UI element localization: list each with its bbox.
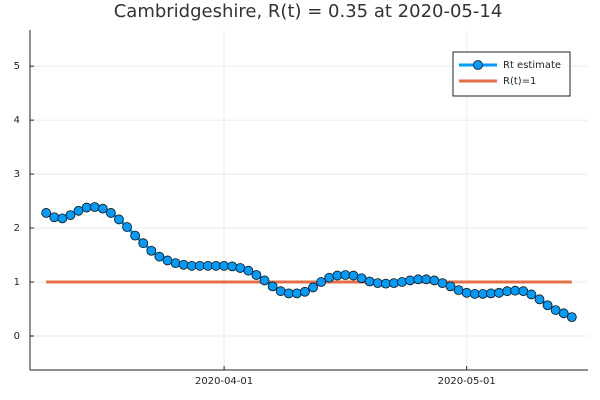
y-tick-label: 3: [14, 169, 20, 180]
series-marker: [186, 260, 197, 271]
legend-marker: [473, 60, 483, 70]
series-marker: [542, 300, 553, 311]
chart-title: Cambridgeshire, R(t) = 0.35 at 2020-05-1…: [114, 1, 503, 22]
y-tick-label: 1: [14, 277, 20, 288]
series-marker: [130, 230, 141, 241]
series-marker: [105, 208, 116, 218]
legend-label: R(t)=1: [503, 76, 536, 87]
series-marker: [267, 281, 278, 292]
series-marker: [494, 287, 504, 298]
series-marker: [219, 260, 229, 271]
series-marker: [122, 222, 132, 232]
series-marker: [73, 205, 84, 216]
y-tick-label: 0: [14, 331, 20, 342]
series-marker: [316, 277, 327, 287]
series-marker: [534, 294, 545, 305]
series-marker: [211, 260, 221, 271]
series-marker: [243, 265, 254, 276]
series-marker: [566, 312, 577, 323]
series-marker: [114, 214, 124, 225]
series-marker: [300, 286, 310, 297]
legend-box: [452, 51, 571, 97]
y-tick-label: 2: [14, 223, 20, 234]
series-marker: [380, 278, 391, 289]
y-tick-label: 4: [14, 115, 20, 126]
series-marker: [227, 261, 238, 272]
series-marker: [291, 288, 302, 299]
series-marker: [453, 285, 464, 296]
series-marker: [364, 276, 375, 287]
series-marker: [469, 289, 480, 299]
series-marker: [251, 270, 262, 280]
series-marker: [89, 202, 100, 212]
series-marker: [81, 202, 92, 213]
series-marker: [348, 270, 359, 281]
series-marker: [413, 274, 424, 285]
series-marker: [486, 288, 496, 299]
series-marker: [203, 260, 213, 271]
series-marker: [477, 289, 488, 299]
x-tick-label: 2020-05-01: [438, 376, 496, 387]
legend: Rt estimate R(t)=1: [452, 51, 571, 97]
series-marker: [178, 259, 189, 270]
series-marker: [332, 270, 343, 281]
series-marker: [65, 210, 76, 221]
y-tick-label: 5: [14, 61, 20, 72]
series-marker: [57, 213, 68, 224]
series-marker: [389, 278, 399, 289]
series-marker: [146, 245, 157, 256]
series-marker: [372, 278, 383, 289]
series-marker: [550, 305, 561, 315]
series-marker: [308, 282, 318, 293]
series-marker: [49, 212, 60, 223]
series-marker: [502, 286, 513, 297]
series-marker: [138, 238, 149, 249]
series-marker: [356, 273, 367, 284]
series-marker: [445, 281, 456, 292]
series-marker: [41, 208, 52, 218]
series-marker: [437, 278, 448, 289]
x-tick-label: 2020-04-01: [195, 376, 253, 387]
series-marker: [526, 289, 537, 300]
series-marker: [340, 270, 351, 280]
series-marker: [518, 286, 529, 297]
series-marker: [259, 275, 270, 286]
series-marker: [154, 251, 165, 262]
series-marker: [170, 258, 181, 269]
series-marker: [283, 288, 294, 299]
series-marker: [194, 260, 205, 271]
series-marker: [97, 203, 108, 214]
series-marker: [397, 277, 407, 287]
series-marker: [421, 274, 432, 285]
series-marker: [405, 275, 415, 286]
series-marker: [461, 287, 472, 298]
series-marker: [429, 275, 440, 286]
series-marker: [162, 255, 173, 266]
series-marker: [235, 263, 246, 273]
series-marker: [510, 285, 521, 296]
legend-label: Rt estimate: [503, 60, 561, 71]
series-marker: [558, 308, 569, 319]
series-marker: [324, 272, 335, 283]
series-marker: [275, 286, 286, 297]
